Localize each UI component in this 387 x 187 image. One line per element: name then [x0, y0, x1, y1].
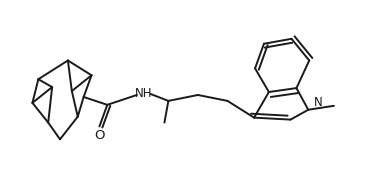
Text: N: N	[314, 96, 322, 109]
Text: NH: NH	[135, 87, 152, 99]
Text: O: O	[94, 129, 104, 142]
